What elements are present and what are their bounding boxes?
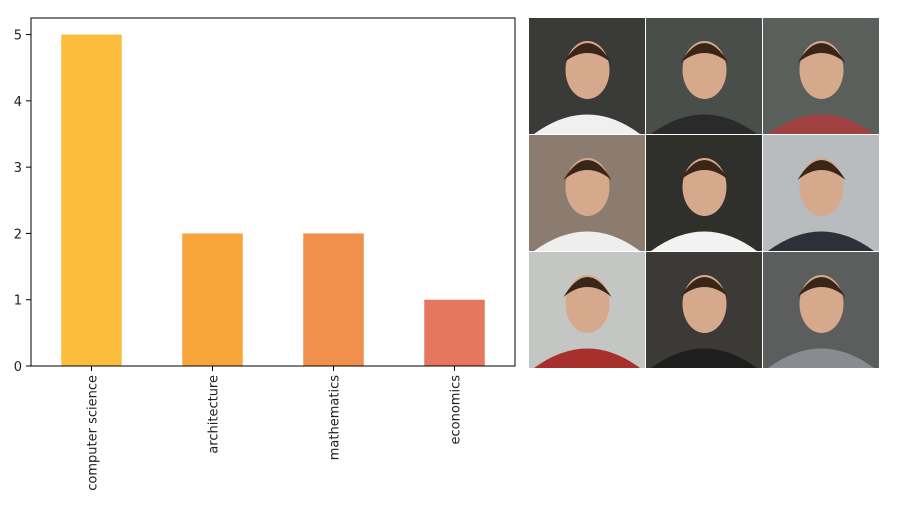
y-tick-label: 3 bbox=[14, 161, 22, 176]
shoulders bbox=[768, 348, 874, 368]
shoulders bbox=[768, 114, 874, 134]
y-tick-label: 2 bbox=[14, 227, 22, 242]
shoulders bbox=[768, 231, 874, 251]
shoulders bbox=[534, 114, 640, 134]
hair bbox=[563, 160, 612, 180]
x-tick-label: mathematics bbox=[328, 375, 343, 460]
face bbox=[799, 158, 844, 216]
hair bbox=[680, 43, 729, 63]
hair bbox=[563, 43, 612, 63]
face bbox=[565, 275, 610, 333]
shoulders bbox=[651, 348, 757, 368]
shoulders bbox=[534, 348, 640, 368]
face bbox=[682, 41, 727, 99]
x-tick-label: economics bbox=[449, 375, 464, 445]
bar bbox=[61, 34, 122, 366]
face bbox=[799, 41, 844, 99]
bar bbox=[182, 233, 243, 366]
hair bbox=[680, 160, 729, 180]
face bbox=[565, 158, 610, 216]
y-tick-label: 4 bbox=[14, 95, 22, 110]
bar bbox=[424, 299, 485, 366]
hair bbox=[797, 277, 846, 297]
photo-grid bbox=[529, 18, 879, 368]
shoulders bbox=[651, 231, 757, 251]
face bbox=[682, 158, 727, 216]
hair bbox=[563, 277, 612, 297]
hair bbox=[680, 277, 729, 297]
hair bbox=[797, 160, 846, 180]
y-tick-label: 1 bbox=[14, 294, 22, 309]
plot-frame bbox=[30, 17, 516, 367]
face bbox=[565, 41, 610, 99]
bar bbox=[303, 233, 364, 366]
face bbox=[799, 275, 844, 333]
shoulders bbox=[534, 231, 640, 251]
y-tick-label: 5 bbox=[14, 29, 22, 44]
y-tick-label: 0 bbox=[14, 360, 22, 375]
shoulders bbox=[651, 114, 757, 134]
x-tick-label: computer science bbox=[86, 375, 101, 491]
hair bbox=[797, 43, 846, 63]
face bbox=[682, 275, 727, 333]
x-tick-label: architecture bbox=[207, 375, 222, 454]
